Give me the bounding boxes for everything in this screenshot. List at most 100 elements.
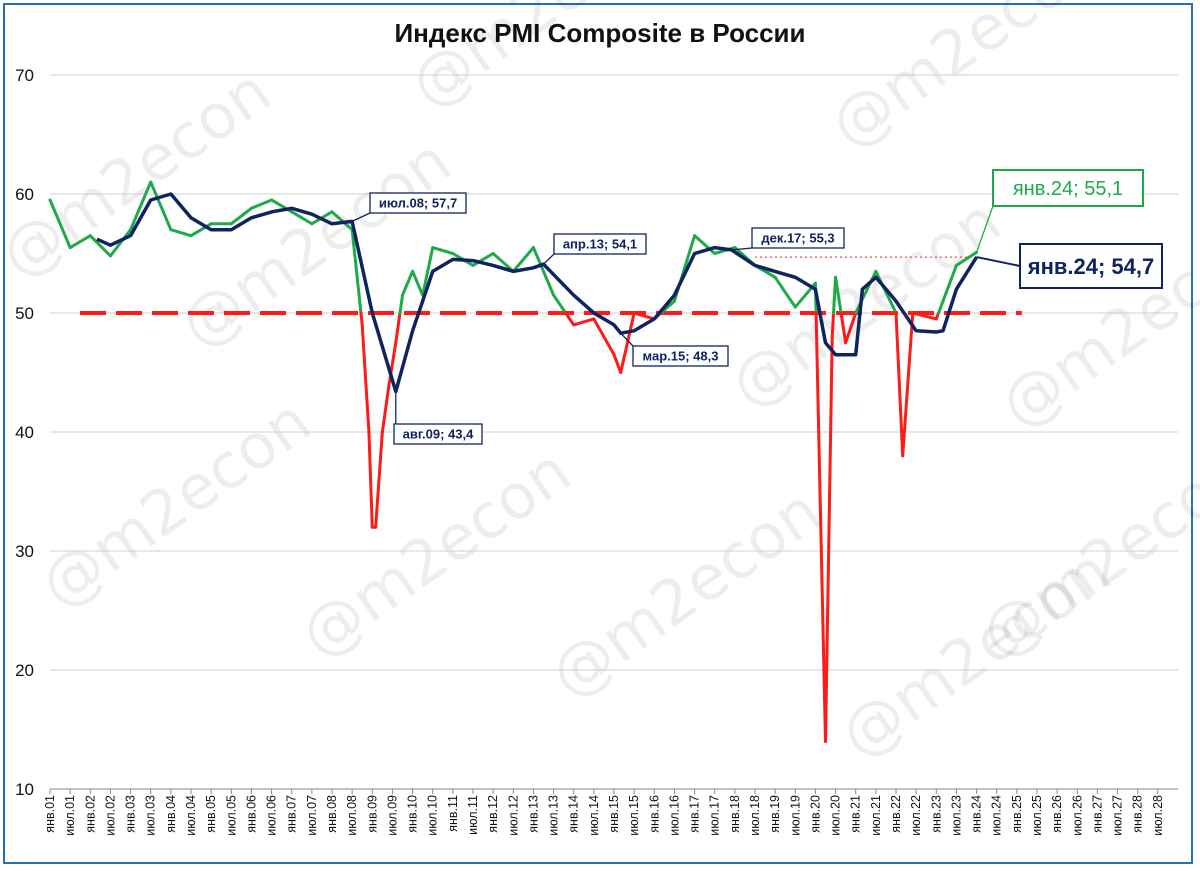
monthly-segment (572, 317, 596, 327)
y-tick-label: 60 (15, 185, 34, 204)
monthly-segment (367, 430, 374, 529)
monthly-segment (108, 228, 133, 258)
monthly-segment (431, 246, 455, 255)
x-tick-label: янв.22 (889, 795, 903, 833)
monthly-segment (911, 311, 938, 321)
x-tick-label: июл.28 (1151, 795, 1165, 836)
monthly-segment (511, 246, 535, 273)
x-tick-label: янв.09 (365, 795, 379, 833)
x-tick-label: июл.19 (788, 795, 802, 836)
annotation-box (632, 345, 729, 367)
x-tick-label: июл.15 (627, 795, 641, 836)
annotation-label: дек.17; 55,3 (761, 231, 834, 246)
monthly-segment (564, 311, 576, 327)
annotation-label: мар.15; 48,3 (643, 349, 719, 364)
annotation-box (751, 227, 845, 249)
monthly-segment (531, 246, 556, 297)
monthly-segment (471, 252, 495, 267)
monthly-segment (129, 180, 153, 232)
monthly-segment (937, 263, 958, 315)
x-tick-label: янв.16 (647, 795, 661, 833)
monthly-segment (374, 430, 384, 529)
x-tick-label: июл.12 (506, 795, 520, 836)
monthly-segment (844, 311, 858, 345)
x-tick-label: янв.26 (1050, 795, 1064, 833)
x-tick-label: янв.10 (406, 795, 420, 833)
watermark-text: @m2econ (987, 204, 1200, 442)
monthly-segment (149, 180, 173, 232)
annotation-leader (976, 256, 1021, 267)
x-tick-label: июл.13 (547, 795, 561, 836)
series-trend (96, 192, 979, 394)
monthly-segment (632, 311, 656, 321)
x-tick-label: июл.04 (184, 795, 198, 836)
x-tick-label: июл.21 (869, 795, 883, 836)
annotation-leader (620, 332, 634, 347)
x-tick-label: янв.06 (244, 795, 258, 833)
x-tick-label: янв.04 (164, 795, 178, 833)
watermark-layer: @m2econ @m2econ@m2econ@m2econ @m2econ@m2ec… (0, 0, 1200, 772)
watermark-text: @m2econ (27, 384, 324, 622)
monthly-segment (290, 210, 314, 226)
x-tick-label: июл.09 (385, 795, 399, 836)
monthly-segment (88, 234, 112, 258)
x-tick-label: июл.07 (305, 795, 319, 836)
annotation-leader (731, 247, 753, 251)
x-tick-label: июл.18 (748, 795, 762, 836)
x-tick-label: июл.05 (224, 795, 238, 836)
monthly-segment (619, 311, 636, 374)
annotation-box (1019, 243, 1163, 289)
monthly-segment (901, 311, 915, 458)
x-tick-label: июл.01 (63, 795, 77, 836)
monthly-segment (350, 228, 363, 315)
y-tick-label: 50 (15, 304, 34, 323)
x-tick-label: июл.06 (265, 795, 279, 836)
x-tick-label: янв.12 (486, 795, 500, 833)
x-tick-label: июл.10 (426, 795, 440, 836)
x-tick-label: янв.11 (446, 795, 460, 832)
y-tick-label: 40 (15, 423, 34, 442)
x-tick-label: июл.23 (949, 795, 963, 836)
x-tick-label: янв.20 (808, 795, 822, 833)
watermark-text: @m2econ (967, 434, 1200, 672)
annotations: июл.08; 57,7 авг.09; 43,4 апр.13; 54,1 мар.… (351, 169, 1163, 445)
monthly-segment (874, 269, 898, 315)
x-tick-label: янв.01 (43, 795, 57, 833)
chart-title: Индекс PMI Composite в России (394, 18, 806, 48)
monthly-segment (359, 311, 364, 327)
monthly-segment (169, 228, 193, 238)
chart-frame (3, 3, 1193, 864)
annotation-label: апр.13; 54,1 (563, 237, 637, 252)
x-tick-label: янв.21 (849, 795, 863, 833)
monthly-segment (421, 246, 435, 297)
annotation-label: авг.09; 43,4 (403, 427, 474, 442)
x-tick-label: янв.03 (124, 795, 138, 833)
monthly-segment (894, 311, 905, 458)
watermark-text: @m2econ (717, 184, 1014, 422)
annotation-leader (975, 205, 994, 253)
monthly-segment (814, 311, 827, 743)
x-tick-label: янв.24 (970, 795, 984, 833)
monthly-segment (552, 293, 568, 315)
x-tick-label: июл.02 (103, 795, 117, 836)
x-tick-label: янв.18 (728, 795, 742, 833)
x-tick-label: янв.17 (688, 795, 702, 833)
annotation-label: янв.24; 54,7 (1027, 254, 1155, 279)
monthly-segment (612, 353, 623, 374)
monthly-segment (491, 252, 515, 273)
monthly-segment (954, 250, 979, 267)
monthly-segment (693, 234, 717, 255)
x-tick-label: июл.14 (587, 795, 601, 836)
x-tick-label: июл.24 (990, 795, 1004, 836)
y-axis: 10 20 30 40 50 60 70 (15, 66, 34, 799)
annotation-label: июл.08; 57,7 (379, 196, 457, 211)
x-tick-label: янв.07 (285, 795, 299, 833)
annotation-leader (543, 253, 555, 265)
monthly-segment (48, 198, 72, 250)
monthly-segment (398, 293, 404, 315)
watermark-text: @m2econ (287, 434, 584, 672)
annotation-label: янв.24; 55,1 (1013, 178, 1123, 200)
x-tick-label: янв.14 (567, 795, 581, 833)
y-tick-label: 10 (15, 780, 34, 799)
monthly-segment (773, 275, 797, 309)
